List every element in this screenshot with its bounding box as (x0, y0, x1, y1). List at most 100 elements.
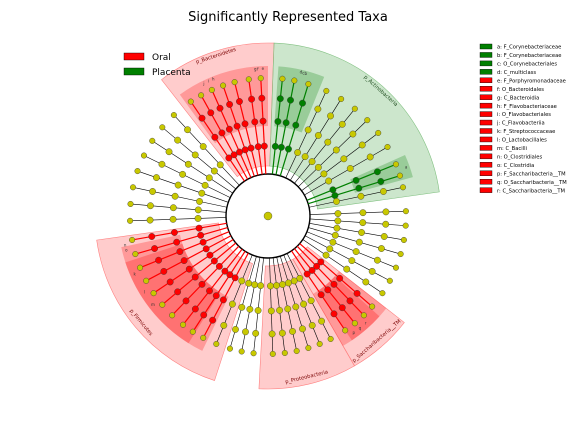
node-20-0 (334, 217, 342, 225)
key-swatch-10 (479, 128, 493, 134)
node-25-0 (322, 251, 330, 259)
node-54-0 (201, 181, 209, 189)
sector-letter-4: f (257, 66, 259, 71)
node-18-3 (399, 184, 406, 191)
key-label-10: k: F_Streptococcaceae (497, 129, 555, 135)
node-27-3 (360, 312, 367, 319)
node-28-3 (351, 320, 358, 327)
branch-12 (294, 108, 356, 184)
root-node (263, 211, 273, 221)
node-31-0 (290, 277, 298, 285)
node-30-2 (318, 317, 325, 325)
node-13-0 (314, 163, 322, 171)
node-34-2 (278, 329, 286, 337)
node-20-1 (359, 219, 367, 227)
node-8-2 (287, 96, 294, 104)
node-16-0 (329, 186, 337, 194)
sector-letter-12: k (133, 271, 136, 276)
branch-31 (283, 254, 320, 345)
key-label-11: l: O_Lactobacillales (497, 138, 547, 144)
node-12-3 (351, 105, 358, 112)
branch-34 (272, 257, 286, 354)
node-49-2 (148, 233, 156, 240)
node-55-2 (165, 148, 173, 156)
branch-55 (152, 140, 233, 194)
node-36-2 (252, 329, 260, 337)
node-45-3 (150, 290, 157, 297)
node-19-3 (402, 208, 409, 215)
node-1-1 (218, 129, 226, 137)
node-56-2 (174, 136, 182, 144)
class-sector-7 (318, 276, 380, 341)
key-swatch-13 (479, 153, 493, 160)
key-label-3: d: C_multiclass (497, 70, 536, 76)
node-17-1 (355, 184, 363, 192)
branch-1 (200, 95, 249, 180)
node-41-0 (226, 271, 234, 279)
node-6-3 (257, 75, 264, 82)
node-38-0 (245, 279, 253, 287)
node-50-1 (169, 215, 177, 223)
node-49-0 (195, 224, 203, 232)
key-swatch-4 (479, 77, 493, 84)
legend-swatch-oral (123, 52, 145, 61)
node-54-3 (140, 152, 147, 159)
node-25-2 (362, 278, 370, 286)
key-label-6: g: C_Bacteroidia (497, 95, 539, 101)
branch-56 (162, 127, 237, 190)
node-28-2 (338, 304, 346, 312)
sector-letter-10: m (151, 302, 155, 307)
sector-letter-9: a (405, 164, 408, 169)
node-6-1 (259, 117, 267, 125)
legend-label-oral: Oral (152, 53, 171, 63)
node-53-1 (174, 181, 182, 189)
node-6-0 (260, 142, 268, 150)
node-30-1 (307, 297, 315, 305)
sector-letter-16: q (359, 325, 362, 330)
branch-44 (161, 242, 237, 306)
key-swatch-15 (479, 170, 493, 176)
node-17-3 (396, 172, 403, 179)
branch-18 (309, 187, 404, 208)
phylum-sector-3 (292, 246, 405, 367)
node-55-1 (184, 160, 192, 168)
node-11-2 (327, 112, 334, 120)
node-57-0 (216, 161, 224, 169)
key-swatch-16 (479, 178, 493, 185)
node-46-0 (202, 245, 210, 253)
branch-28 (293, 248, 356, 324)
node-47-0 (199, 238, 207, 246)
node-0-1 (211, 133, 219, 141)
node-52-1 (171, 192, 179, 200)
key-swatch-1 (479, 52, 493, 58)
node-34-1 (276, 306, 283, 314)
node-28-1 (324, 286, 332, 294)
node-50-3 (127, 217, 134, 224)
node-22-3 (397, 251, 404, 258)
node-5-1 (251, 118, 259, 126)
node-10-0 (294, 149, 301, 156)
branch-47 (139, 231, 230, 269)
node-19-2 (382, 208, 390, 216)
node-50-0 (194, 215, 202, 222)
node-8-1 (282, 119, 290, 127)
node-15-3 (384, 143, 391, 150)
node-9-0 (285, 145, 292, 153)
node-51-2 (147, 202, 154, 210)
branch-35 (269, 257, 274, 354)
legend-swatch-placenta (123, 67, 145, 76)
node-23-0 (329, 238, 337, 246)
branch-53 (137, 170, 229, 203)
node-41-1 (212, 292, 220, 300)
sector-letter-0: j (202, 81, 204, 86)
branch-15 (304, 146, 388, 196)
node-32-1 (292, 303, 300, 311)
branch-54 (143, 155, 231, 198)
node-33-3 (293, 347, 300, 354)
node-42-0 (221, 267, 229, 275)
branch-38 (229, 256, 257, 349)
node-54-2 (158, 160, 166, 168)
node-31-1 (300, 300, 307, 308)
node-39-2 (220, 322, 228, 329)
sector-letter-7: c (302, 70, 304, 75)
